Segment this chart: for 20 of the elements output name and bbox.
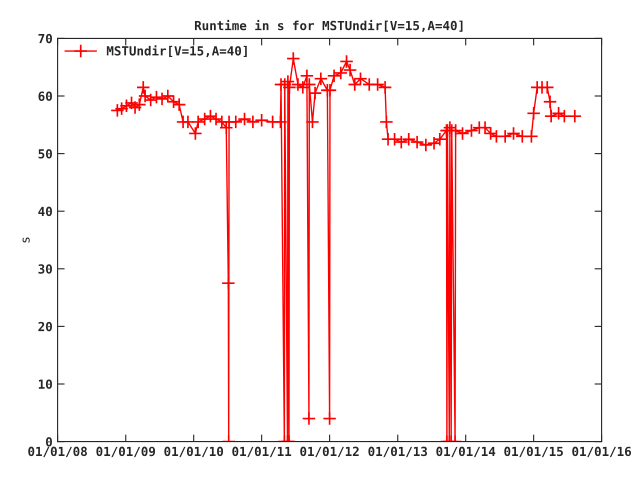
x-tick-label: 01/01/10 <box>164 446 224 458</box>
y-tick-label: 40 <box>38 206 52 216</box>
y-axis-title: s <box>22 237 30 242</box>
x-tick-label: 01/01/16 <box>572 446 632 458</box>
y-tick-label: 70 <box>38 34 52 44</box>
y-tick-label: 60 <box>38 91 52 101</box>
x-tick-label: 01/01/09 <box>96 446 156 458</box>
y-tick-label: 0 <box>46 437 52 447</box>
x-tick-label: 01/01/08 <box>28 446 87 458</box>
y-tick-label: 30 <box>38 264 52 274</box>
y-tick-label: 50 <box>38 149 52 159</box>
chart-title: Runtime in s for MSTUndir[V=15,A=40] <box>194 20 462 32</box>
x-tick-label: 01/01/13 <box>368 446 428 458</box>
x-tick-label: 01/01/12 <box>300 446 359 458</box>
y-tick-label: 10 <box>38 379 52 389</box>
x-tick-label: 01/01/11 <box>232 446 292 458</box>
legend-label: MSTUndir[V=15,A=40] <box>106 45 247 58</box>
x-tick-label: 01/01/14 <box>436 446 496 458</box>
x-tick-label: 01/01/15 <box>504 446 563 458</box>
y-tick-label: 20 <box>38 322 52 332</box>
